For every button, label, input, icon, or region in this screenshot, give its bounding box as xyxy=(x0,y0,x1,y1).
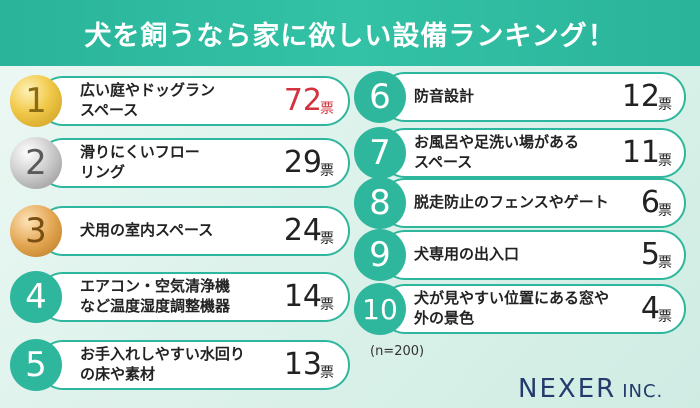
item-label: 犬専用の出入口 xyxy=(414,244,519,264)
rank-badge: 10 xyxy=(354,283,406,335)
vote-count: 5 xyxy=(640,237,660,272)
item-label-line-1: 犬用の室内スペース xyxy=(80,221,214,239)
ranking-row xyxy=(38,272,350,322)
vote-count: 6 xyxy=(640,185,660,220)
item-label: 広い庭やドッグラン スペース xyxy=(80,80,215,120)
vote-unit: 票 xyxy=(658,153,672,169)
rank-badge: 6 xyxy=(354,71,406,123)
item-label: エアコン・空気清浄機 など温度湿度調整機器 xyxy=(80,276,230,316)
rank-badge: 2 xyxy=(10,137,62,189)
ranking-row xyxy=(38,138,350,188)
vote-unit: 票 xyxy=(658,309,672,325)
item-label-line-1: 犬が見やすい位置にある窓や xyxy=(414,289,610,307)
item-label-line-1: お手入れしやすい水回り xyxy=(80,345,245,363)
item-label: お風呂や足洗い場がある スペース xyxy=(414,132,579,172)
item-label-line-1: 滑りにくいフロー xyxy=(80,143,200,161)
rank-badge: 9 xyxy=(354,229,406,281)
nexer-logo: NEXER INC. xyxy=(518,374,663,404)
rank-badge: 5 xyxy=(10,339,62,391)
vote-unit: 票 xyxy=(320,365,334,381)
vote-unit: 票 xyxy=(320,101,334,117)
item-label: 滑りにくいフロー リング xyxy=(80,142,200,182)
rank-badge: 7 xyxy=(354,127,406,179)
item-label: 防音設計 xyxy=(414,86,474,106)
ranking-row xyxy=(38,206,350,256)
vote-count: 29 xyxy=(283,145,322,180)
item-label-line-1: エアコン・空気清浄機 xyxy=(80,277,231,295)
logo-suffix: INC. xyxy=(622,381,664,402)
item-label: 犬用の室内スペース xyxy=(80,220,213,240)
rank-badge: 1 xyxy=(10,75,62,127)
item-label-line-1: 防音設計 xyxy=(414,87,475,105)
vote-unit: 票 xyxy=(658,255,672,271)
vote-count: 14 xyxy=(283,279,322,314)
rank-badge: 3 xyxy=(10,205,62,257)
item-label-line-1: 脱走防止のフェンスやゲート xyxy=(414,193,609,211)
rank-badge: 4 xyxy=(10,271,62,323)
item-label-line-2: の床や素材 xyxy=(80,365,156,383)
title-banner: 犬を飼うなら家に欲しい設備ランキング！ xyxy=(0,0,700,66)
ranking-row xyxy=(380,178,686,228)
item-label-line-1: 犬専用の出入口 xyxy=(414,245,520,263)
ranking-row xyxy=(38,340,350,390)
rank-badge: 8 xyxy=(354,177,406,229)
vote-count: 12 xyxy=(621,79,660,114)
vote-count: 13 xyxy=(283,347,322,382)
vote-count: 72 xyxy=(283,83,322,118)
item-label-line-2: 外の景色 xyxy=(414,309,475,327)
item-label-line-2: スペース xyxy=(80,101,139,119)
ranking-row xyxy=(380,230,686,280)
item-label-line-1: お風呂や足洗い場がある xyxy=(414,133,580,151)
logo-main: NEXER xyxy=(518,374,617,404)
item-label-line-2: リング xyxy=(80,163,126,181)
item-label: 脱走防止のフェンスやゲート xyxy=(414,192,609,212)
item-label: 犬が見やすい位置にある窓や 外の景色 xyxy=(414,288,609,328)
sample-size-note: (n=200) xyxy=(370,344,425,359)
item-label-line-2: など温度湿度調整機器 xyxy=(80,297,231,315)
vote-unit: 票 xyxy=(658,203,672,219)
item-label-line-2: スペース xyxy=(414,153,473,171)
vote-unit: 票 xyxy=(320,297,334,313)
vote-unit: 票 xyxy=(320,163,334,179)
vote-count: 24 xyxy=(283,213,322,248)
chart-title: 犬を飼うなら家に欲しい設備ランキング！ xyxy=(84,21,616,52)
ranking-row xyxy=(38,76,350,126)
vote-count: 4 xyxy=(640,291,660,326)
item-label-line-1: 広い庭やドッグラン xyxy=(80,81,216,99)
vote-unit: 票 xyxy=(658,97,672,113)
vote-count: 11 xyxy=(621,135,660,170)
item-label: お手入れしやすい水回り の床や素材 xyxy=(80,344,245,384)
vote-unit: 票 xyxy=(320,231,334,247)
